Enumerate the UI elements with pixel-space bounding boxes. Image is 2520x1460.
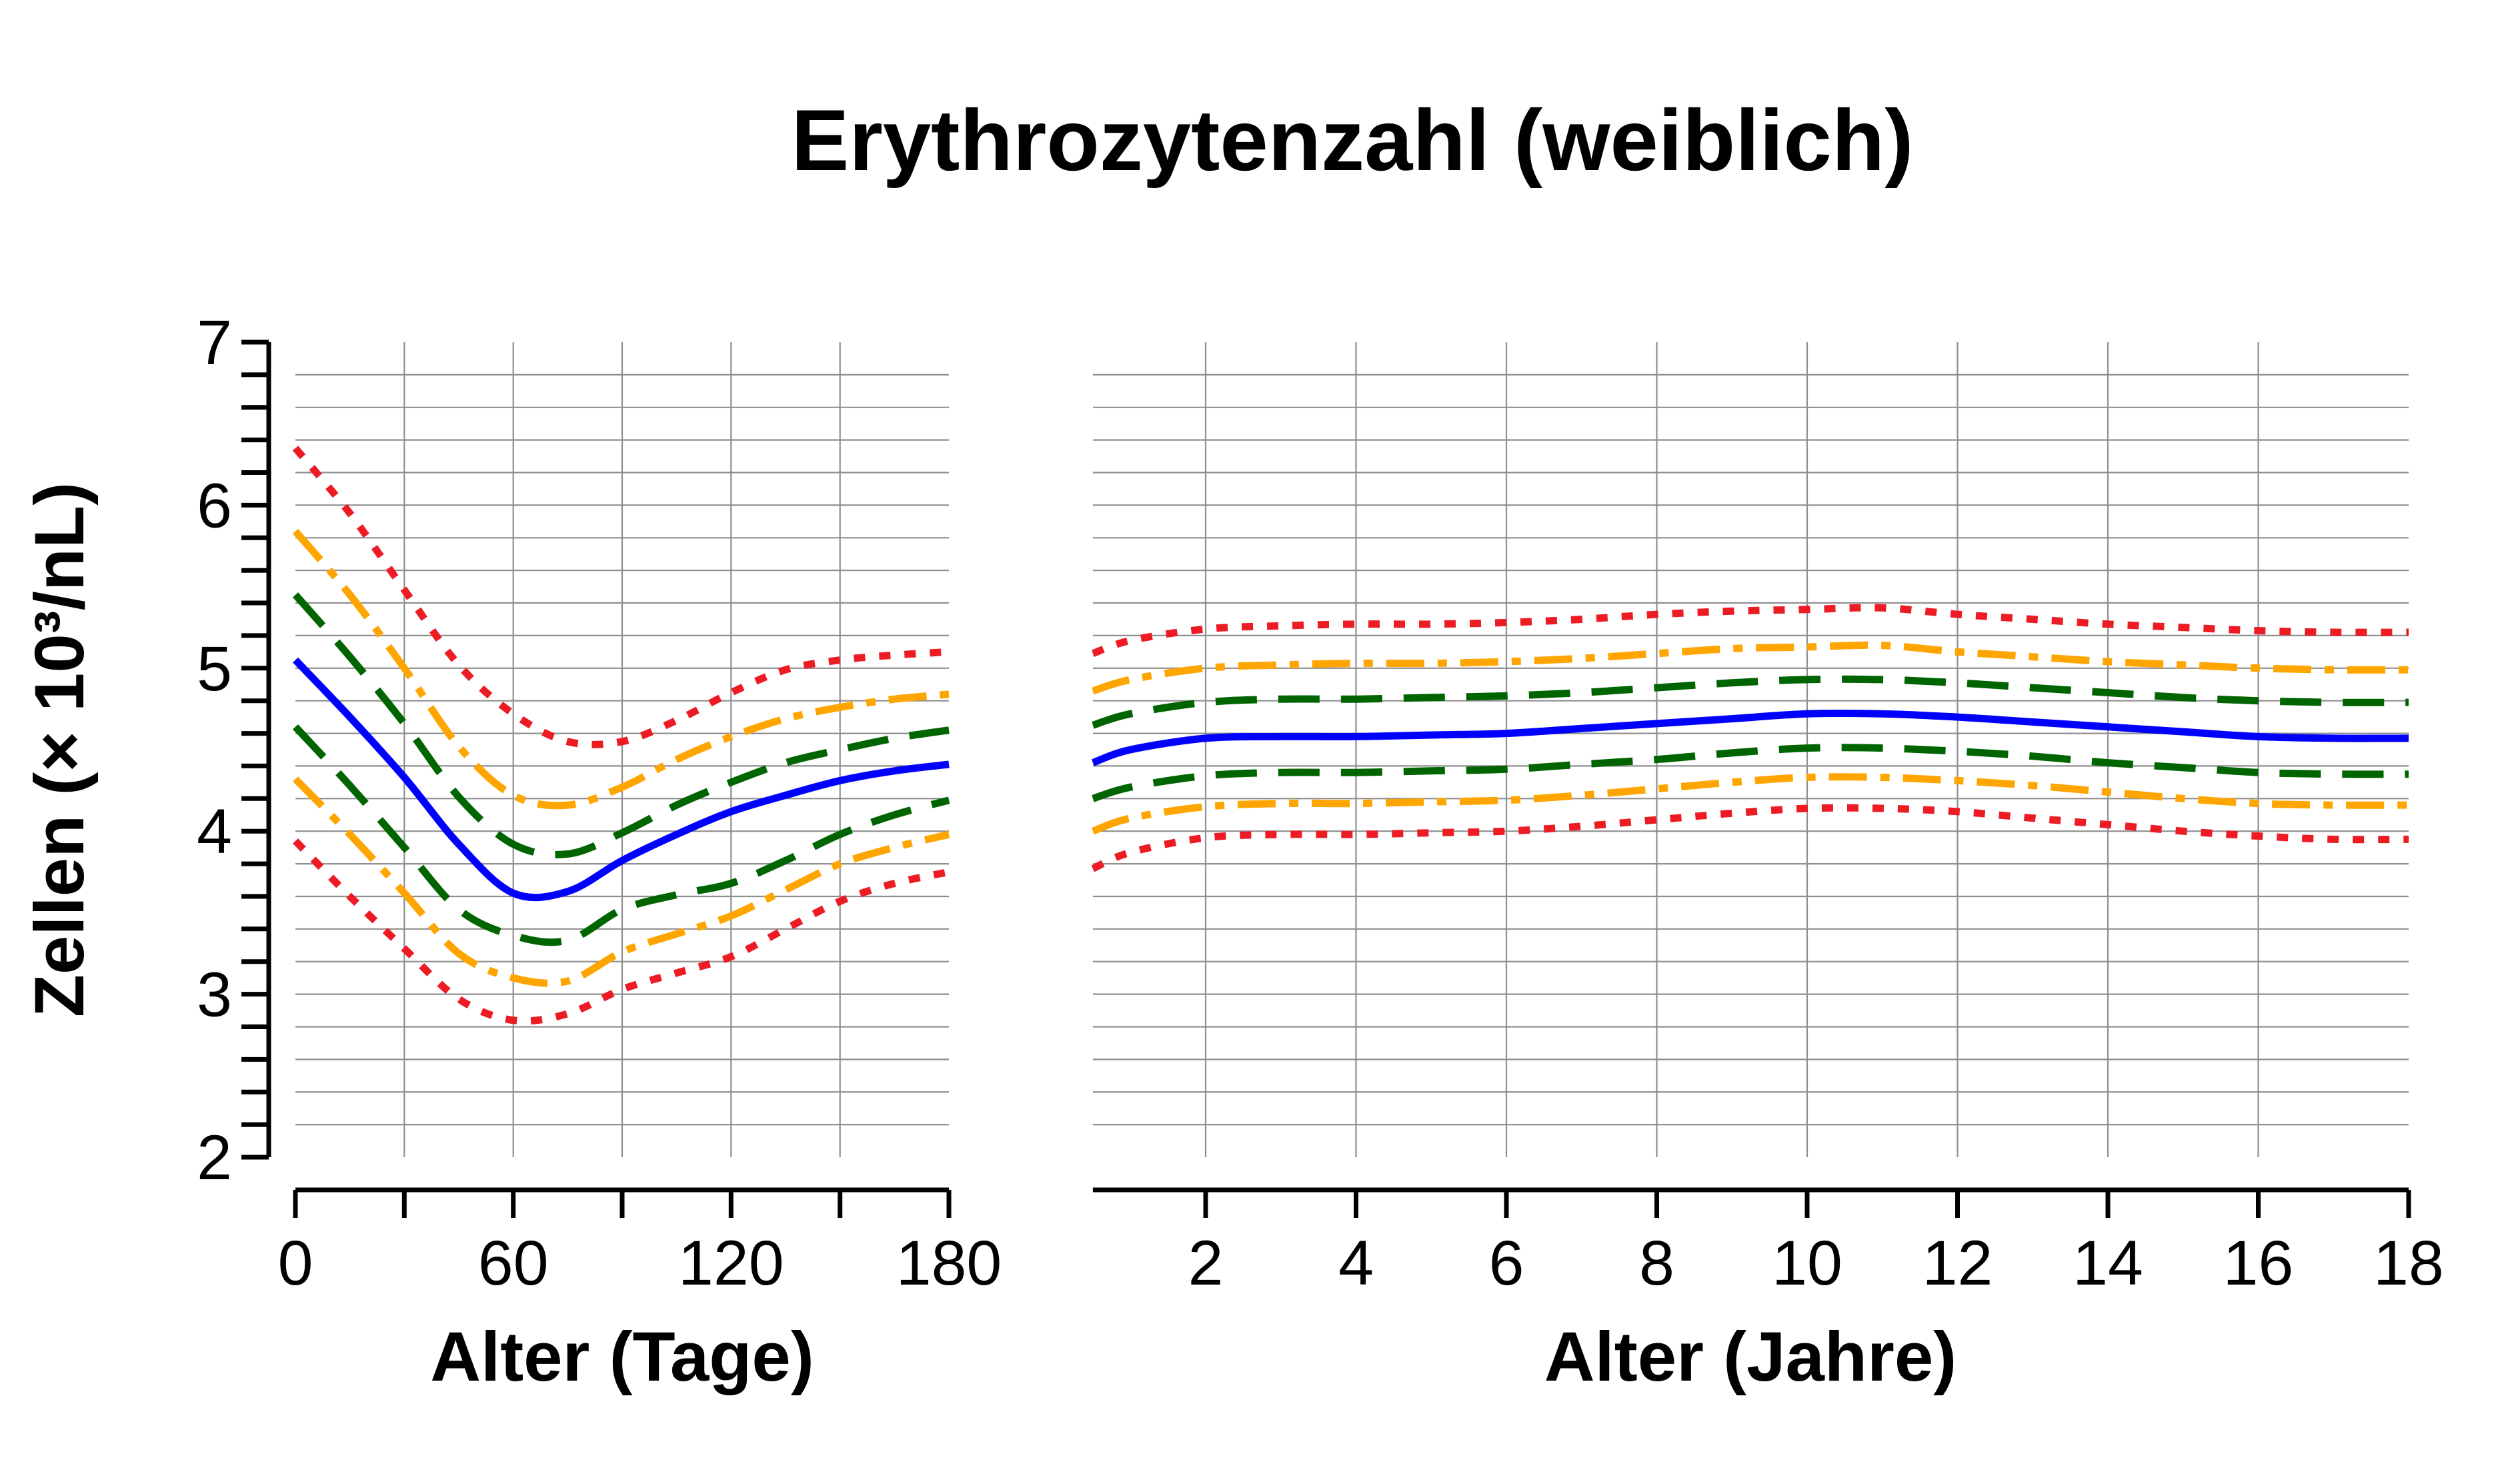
curve-median-blue bbox=[1091, 709, 2409, 766]
x-tick-label: 18 bbox=[2373, 1228, 2444, 1299]
axes: 2 3 4 5 6 7 0 60 120 180 2 4 6 8 10 12 14 16 18 bbox=[197, 307, 2444, 1299]
curve-upper-red-band bbox=[1091, 604, 2409, 657]
x-tick-label: 180 bbox=[896, 1228, 1002, 1299]
x-tick-label: 4 bbox=[1338, 1228, 1374, 1299]
chart-title: Erythrozytenzahl (weiblich) bbox=[791, 91, 1913, 189]
curve-upper-green-band bbox=[1092, 675, 2409, 729]
percentile-curves bbox=[292, 446, 2409, 1025]
x-tick-label: 6 bbox=[1489, 1228, 1524, 1299]
curve-lower-green-band bbox=[1092, 744, 2409, 802]
y-tick-label: 5 bbox=[197, 634, 232, 704]
curve-upper-orange-band bbox=[292, 528, 950, 810]
y-tick-label: 6 bbox=[197, 470, 232, 541]
x-tick-label: 16 bbox=[2223, 1228, 2294, 1299]
x-tick-label: 0 bbox=[278, 1228, 313, 1299]
curve-lower-red-band bbox=[293, 838, 950, 1025]
x-tick-label: 120 bbox=[678, 1228, 784, 1299]
curve-median-blue bbox=[293, 657, 950, 902]
x-axis-label-years: Alter (Jahre) bbox=[1544, 1318, 1957, 1396]
curve-lower-green-band bbox=[292, 724, 950, 946]
curve-lower-red-band bbox=[1091, 804, 2409, 872]
x-tick-label: 10 bbox=[1772, 1228, 1842, 1299]
x-tick-label: 14 bbox=[2073, 1228, 2143, 1299]
x-tick-label: 2 bbox=[1188, 1228, 1224, 1299]
y-tick-label: 3 bbox=[197, 960, 232, 1030]
y-tick-label: 4 bbox=[197, 796, 232, 867]
y-tick-label: 7 bbox=[197, 307, 232, 378]
x-axis-label-days: Alter (Tage) bbox=[430, 1318, 814, 1396]
x-tick-label: 8 bbox=[1639, 1228, 1674, 1299]
x-tick-label: 60 bbox=[478, 1228, 549, 1299]
y-tick-label: 2 bbox=[197, 1123, 232, 1193]
curve-lower-orange-band bbox=[293, 776, 950, 987]
gridlines bbox=[295, 342, 2409, 1157]
curve-upper-red-band bbox=[292, 446, 950, 748]
curve-upper-orange-band bbox=[1092, 641, 2409, 695]
curve-upper-green-band bbox=[292, 592, 950, 858]
curve-lower-orange-band bbox=[1091, 773, 2409, 835]
x-tick-label: 12 bbox=[1923, 1228, 1993, 1299]
y-axis-label: Zellen (× 10³/nL) bbox=[21, 482, 99, 1017]
